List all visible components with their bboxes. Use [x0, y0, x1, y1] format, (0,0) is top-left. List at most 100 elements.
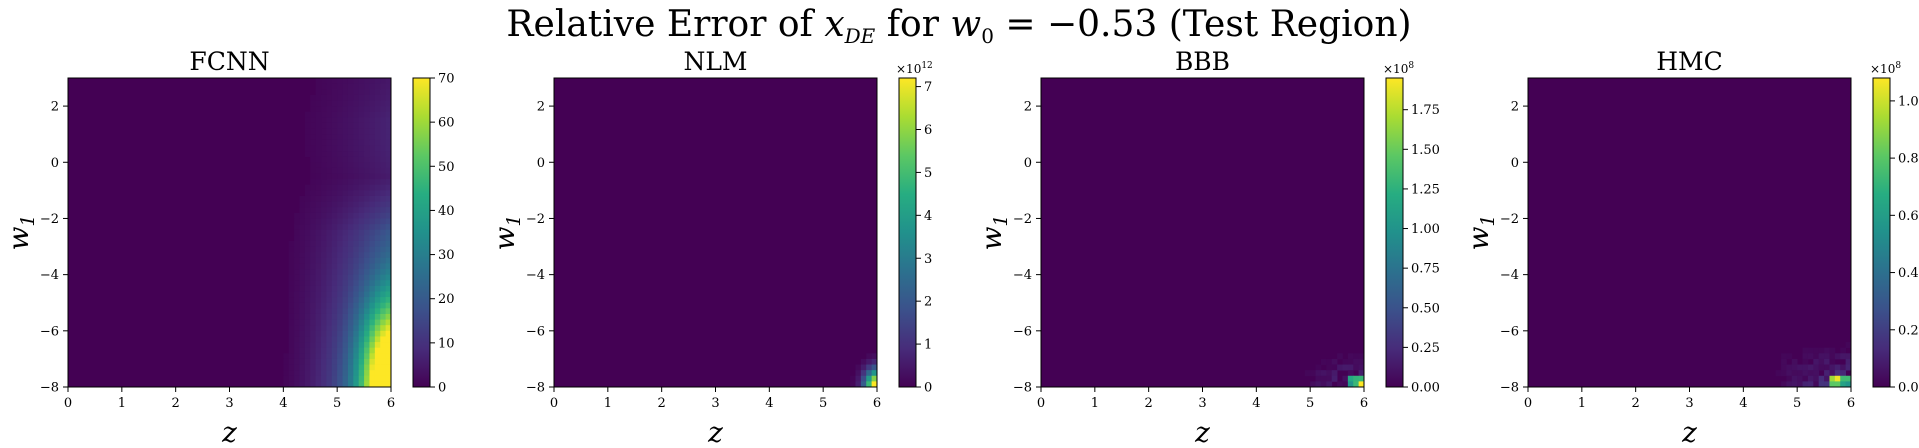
- heatmap-cell: [321, 162, 327, 169]
- heatmap-cell: [331, 358, 338, 365]
- colorbar-tick-label: 3: [924, 252, 932, 267]
- heatmap-cell: [321, 285, 327, 292]
- heatmap-cell: [353, 240, 360, 247]
- heatmap-cell: [1347, 353, 1354, 360]
- heatmap-cell: [364, 201, 370, 208]
- heatmap-cell: [1818, 375, 1825, 382]
- heatmap-cell: [369, 381, 376, 388]
- heatmap-cell: [326, 364, 333, 371]
- heatmap-cell: [294, 325, 300, 332]
- heatmap-cell: [337, 117, 343, 124]
- heatmap-cell: [321, 370, 327, 377]
- heatmap-cell: [315, 235, 322, 242]
- heatmap-cell: [1840, 381, 1847, 388]
- heatmap-cell: [326, 139, 333, 146]
- heatmap-cell: [353, 201, 360, 208]
- heatmap-cell: [310, 128, 317, 135]
- heatmap-cell: [1347, 370, 1354, 377]
- heatmap-cell: [1845, 381, 1852, 388]
- heatmap-cell: [364, 252, 370, 259]
- y-tick-label: −4: [40, 268, 59, 283]
- heatmap-cell: [871, 358, 878, 365]
- x-tick-label: 4: [1252, 396, 1260, 411]
- heatmap-cell: [1331, 370, 1338, 377]
- heatmap-cell: [288, 325, 295, 332]
- heatmap-cell: [310, 145, 317, 152]
- heatmap-cell: [342, 117, 349, 124]
- heatmap-cell: [1834, 381, 1841, 388]
- x-tick-label: 2: [172, 396, 180, 411]
- heatmap-cell: [342, 342, 349, 349]
- heatmap-cell: [385, 297, 392, 304]
- heatmap-cell: [321, 246, 327, 253]
- heatmap-cell: [369, 184, 376, 191]
- heatmap-cell: [331, 184, 338, 191]
- heatmap-cell: [347, 263, 354, 270]
- heatmap-cell: [326, 375, 333, 382]
- heatmap-cell: [369, 229, 376, 236]
- colorbar-gradient: [898, 77, 917, 388]
- heatmap-cell: [369, 240, 376, 247]
- heatmap-cell: [331, 302, 338, 309]
- heatmap-cell: [321, 134, 327, 141]
- heatmap-cell: [358, 274, 365, 281]
- heatmap-cell: [380, 89, 387, 96]
- colorbar-tick-label: 1.75: [1411, 103, 1440, 118]
- heatmap-cell: [358, 179, 365, 186]
- heatmap-cell: [358, 353, 365, 360]
- heatmap-cell: [358, 370, 365, 377]
- heatmap-cell: [369, 78, 376, 85]
- heatmap-cell: [310, 358, 317, 365]
- heatmap-cell: [374, 139, 381, 146]
- heatmap-cell: [321, 280, 327, 287]
- heatmap-cell: [299, 263, 306, 270]
- heatmap-cell: [288, 302, 295, 309]
- heatmap-cell: [385, 330, 392, 337]
- heatmap-cell: [1775, 370, 1782, 377]
- heatmap-cell: [358, 252, 365, 259]
- heatmap-cell: [326, 240, 333, 247]
- heatmap-cell: [358, 381, 365, 388]
- heatmap-cell: [347, 336, 354, 343]
- heatmap-cell: [310, 111, 317, 118]
- heatmap-cell: [299, 207, 306, 214]
- heatmap-cell: [1781, 353, 1787, 360]
- heatmap-cell: [1320, 375, 1327, 382]
- heatmap-cell: [342, 257, 349, 264]
- y-tick-label: 2: [1511, 100, 1519, 115]
- heatmap-cell: [380, 336, 387, 343]
- heatmap-cell: [331, 257, 338, 264]
- heatmap-cell: [380, 313, 387, 320]
- heatmap-cell: [385, 229, 392, 236]
- heatmap-cell: [353, 145, 360, 152]
- heatmap-cell: [347, 381, 354, 388]
- heatmap-cell: [347, 353, 354, 360]
- heatmap-cell: [321, 218, 327, 225]
- heatmap-cell: [1818, 381, 1825, 388]
- heatmap-cell: [321, 83, 327, 90]
- heatmap-cell: [304, 274, 311, 281]
- heatmap-cell: [326, 201, 333, 208]
- heatmap-cell: [855, 381, 862, 388]
- heatmap-cell: [380, 235, 387, 242]
- heatmap-cell: [385, 134, 392, 141]
- heatmap-cell: [374, 269, 381, 276]
- y-tick-label: −2: [526, 212, 545, 227]
- heatmap-cell: [304, 218, 311, 225]
- heatmap-cell: [385, 263, 392, 270]
- colorbar-tick-label: 0: [924, 381, 932, 396]
- heatmap-cell: [342, 313, 349, 320]
- heatmap-cell: [347, 195, 354, 202]
- colorbar-multiplier: ×1012: [896, 61, 933, 76]
- heatmap-cell: [304, 235, 311, 242]
- heatmap-cell: [385, 257, 392, 264]
- heatmap-cell: [380, 381, 387, 388]
- heatmap-cell: [337, 269, 343, 276]
- heatmap-cell: [310, 229, 317, 236]
- heatmap-cell: [353, 134, 360, 141]
- heatmap-cell: [385, 246, 392, 253]
- heatmap-cell: [369, 342, 376, 349]
- heatmap-cell: [321, 263, 327, 270]
- heatmap-cell: [385, 347, 392, 354]
- heatmap-cell: [310, 224, 317, 231]
